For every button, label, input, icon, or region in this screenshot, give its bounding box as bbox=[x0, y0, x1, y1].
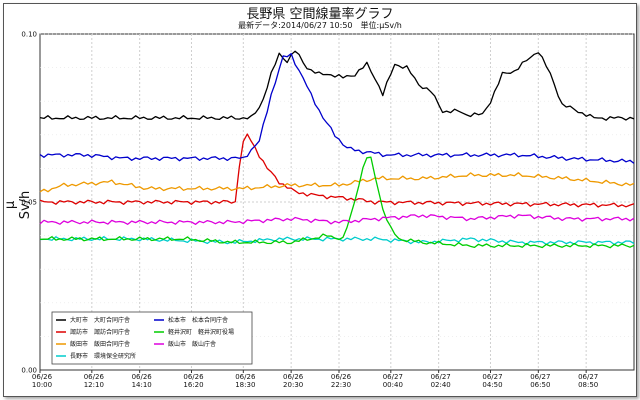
x-tick-label: 22:30 bbox=[331, 381, 351, 389]
x-tick-label: 06/27 bbox=[431, 373, 451, 381]
legend-label: 飯山市 飯山庁舎 bbox=[168, 340, 216, 348]
x-tick-label: 12:10 bbox=[84, 381, 104, 389]
chart-title: 長野県 空間線量率グラフ bbox=[246, 7, 394, 22]
series-line bbox=[39, 52, 635, 164]
x-tick-label: 06/27 bbox=[482, 373, 502, 381]
legend-label: 長野市 環境保全研究所 bbox=[70, 352, 136, 360]
y-tick-label: 0.10 bbox=[21, 31, 37, 39]
chart-subtitle: 最新データ:2014/06/27 10:50 単位:μSv/h bbox=[238, 21, 402, 30]
legend-label: 軽井沢町 軽井沢町役場 bbox=[168, 328, 234, 336]
x-tick-label: 08:50 bbox=[578, 381, 598, 389]
legend-label: 松本市 松本合同庁舎 bbox=[168, 316, 228, 324]
x-tick-label: 14:10 bbox=[132, 381, 152, 389]
x-tick-label: 06/26 bbox=[283, 373, 304, 381]
series-line bbox=[39, 156, 635, 249]
y-tick-label: 0.00 bbox=[21, 367, 37, 375]
x-tick-label: 06/27 bbox=[530, 373, 550, 381]
x-tick-label: 06/27 bbox=[383, 373, 403, 381]
x-tick-label: 10:00 bbox=[32, 381, 52, 389]
x-tick-label: 18:30 bbox=[235, 381, 255, 389]
x-tick-label: 06/26 bbox=[235, 373, 256, 381]
legend-label: 大町市 大町合同庁舎 bbox=[70, 316, 130, 324]
x-tick-label: 06/26 bbox=[132, 373, 153, 381]
x-tick-label: 20:30 bbox=[283, 381, 303, 389]
x-tick-label: 02:40 bbox=[431, 381, 451, 389]
x-tick-label: 06/26 bbox=[32, 373, 53, 381]
series-line bbox=[39, 50, 635, 121]
legend-label: 諏訪市 諏訪合同庁舎 bbox=[70, 328, 130, 336]
y-tick-label: 0.05 bbox=[21, 199, 37, 207]
x-tick-label: 06/26 bbox=[84, 373, 105, 381]
x-tick-label: 06:50 bbox=[530, 381, 550, 389]
x-tick-label: 06/27 bbox=[578, 373, 598, 381]
legend-box bbox=[51, 311, 253, 365]
x-tick-label: 06/26 bbox=[331, 373, 352, 381]
series-line bbox=[39, 133, 635, 208]
series-line bbox=[39, 172, 635, 193]
series-line bbox=[39, 214, 635, 225]
legend-label: 飯田市 飯田合同庁舎 bbox=[70, 340, 130, 348]
x-tick-label: 06/26 bbox=[183, 373, 204, 381]
x-tick-label: 16:20 bbox=[183, 381, 203, 389]
x-tick-label: 00:40 bbox=[383, 381, 403, 389]
x-tick-label: 04:50 bbox=[482, 381, 502, 389]
